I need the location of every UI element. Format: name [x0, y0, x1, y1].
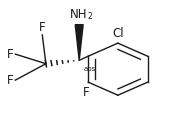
Polygon shape	[75, 25, 83, 60]
Text: Cl: Cl	[112, 27, 124, 40]
Text: F: F	[7, 74, 14, 87]
Text: NH: NH	[69, 8, 87, 21]
Text: F: F	[39, 21, 46, 34]
Text: 2: 2	[87, 12, 92, 21]
Text: F: F	[83, 86, 90, 99]
Text: abs: abs	[84, 66, 96, 72]
Text: F: F	[7, 48, 14, 61]
